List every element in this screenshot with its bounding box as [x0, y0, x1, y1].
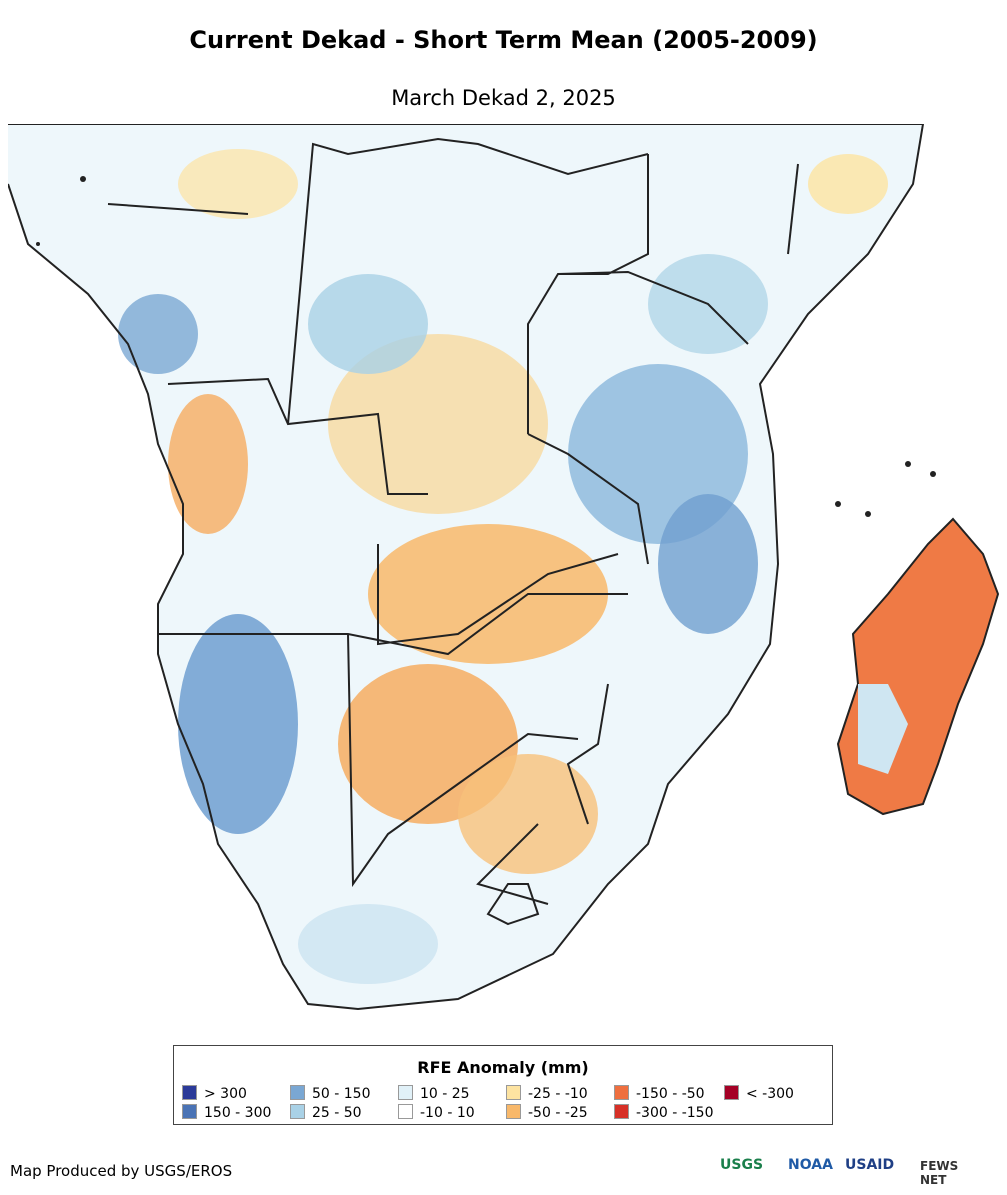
- noaa-logo: NOAA: [788, 1157, 833, 1173]
- legend-swatch: [398, 1104, 413, 1119]
- legend-item: 50 - 150: [290, 1085, 371, 1102]
- legend-swatch: [290, 1104, 305, 1119]
- legend-item: 150 - 300: [182, 1104, 271, 1121]
- legend-item: 25 - 50: [290, 1104, 362, 1121]
- legend-box: RFE Anomaly (mm) > 300 150 - 300 50 - 15…: [173, 1045, 833, 1125]
- legend-swatch: [506, 1085, 521, 1100]
- legend-item: -25 - -10: [506, 1085, 588, 1102]
- legend-item: -10 - 10: [398, 1104, 475, 1121]
- rainfall-anomaly-map: [8, 124, 1000, 1011]
- country-borders: [8, 124, 925, 1011]
- legend-swatch: [724, 1085, 739, 1100]
- legend-swatch: [614, 1085, 629, 1100]
- map-credit: Map Produced by USGS/EROS: [10, 1162, 233, 1180]
- legend-item: -300 - -150: [614, 1104, 714, 1121]
- legend-swatch: [614, 1104, 629, 1119]
- map-title: Current Dekad - Short Term Mean (2005-20…: [189, 26, 818, 54]
- islands: [36, 176, 936, 517]
- land-mass-madagascar: [836, 517, 1000, 816]
- legend-item: > 300: [182, 1085, 247, 1102]
- anomaly-fields: [118, 149, 888, 984]
- legend-swatch: [398, 1085, 413, 1100]
- usaid-logo: USAID: [845, 1157, 895, 1173]
- legend-swatch: [182, 1085, 197, 1100]
- legend-item: < -300: [724, 1085, 794, 1102]
- usgs-logo: USGS: [720, 1157, 764, 1173]
- fewsnet-logo: FEWS NET: [920, 1159, 959, 1187]
- legend-item: -150 - -50: [614, 1085, 705, 1102]
- legend-swatch: [290, 1085, 305, 1100]
- legend-swatch: [506, 1104, 521, 1119]
- map-subtitle: March Dekad 2, 2025: [391, 86, 616, 110]
- legend-title: RFE Anomaly (mm): [417, 1058, 589, 1077]
- legend-item: -50 - -25: [506, 1104, 588, 1121]
- legend-swatch: [182, 1104, 197, 1119]
- legend-item: 10 - 25: [398, 1085, 470, 1102]
